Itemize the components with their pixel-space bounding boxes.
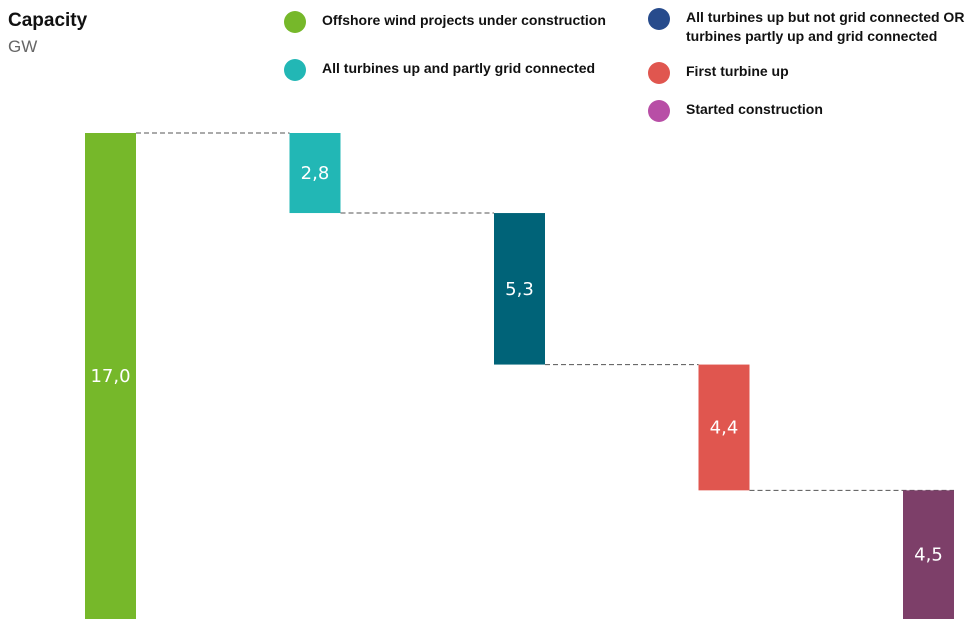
bar (903, 490, 954, 619)
legend-item-under-construction: Offshore wind projects under constructio… (284, 11, 606, 33)
legend-label: Offshore wind projects under constructio… (322, 12, 606, 28)
legend-label: All turbines up and partly grid connecte… (322, 60, 596, 76)
bar (289, 133, 341, 214)
unit-label: GW (8, 37, 38, 56)
bar-value-label: 2,8 (301, 163, 330, 184)
legend-label: First turbine up (686, 63, 789, 79)
bar-value-label: 5,3 (505, 279, 534, 300)
legend-dot-icon (648, 100, 670, 122)
legend-label: All turbines up but not grid connected O… (686, 9, 965, 44)
legend-dot-icon (284, 59, 306, 81)
legend-item-partly-grid-connected: All turbines up and partly grid connecte… (284, 59, 595, 81)
legend-dot-icon (648, 8, 670, 30)
legend-item-first-turbine-up: First turbine up (648, 62, 789, 84)
legend-item-started-construction: Started construction (648, 100, 823, 122)
bar (698, 364, 750, 491)
bar (494, 213, 545, 365)
legend-dot-icon (284, 11, 306, 33)
legend-label: Started construction (686, 101, 823, 117)
bar-value-label: 4,5 (914, 545, 943, 566)
legend-item-not-grid-connected: All turbines up but not grid connected O… (648, 8, 964, 46)
chart-title: Capacity (8, 10, 88, 31)
bar-value-label: 4,4 (710, 417, 739, 438)
bar (85, 133, 136, 619)
bar-value-label: 17,0 (90, 366, 130, 387)
legend-dot-icon (648, 62, 670, 84)
